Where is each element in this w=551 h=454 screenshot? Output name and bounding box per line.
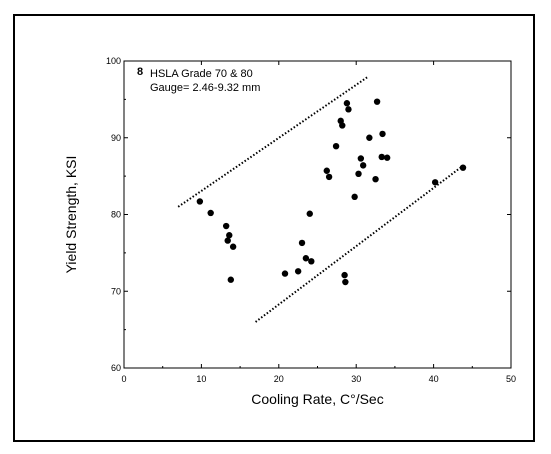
- data-point: [207, 209, 214, 217]
- data-point: [222, 222, 230, 230]
- data-point: [355, 170, 362, 178]
- data-point: [224, 237, 231, 244]
- reference-lines: [177, 75, 466, 323]
- scatter-chart: 0 10 20 30 40 50 60 70 80 90 100 8 HSLA Grade 70 &…: [63, 56, 516, 407]
- data-point: [378, 153, 385, 161]
- data-point: [345, 106, 352, 113]
- plot-border: [123, 60, 512, 369]
- x-tick-label: 40: [429, 374, 439, 384]
- data-point: [325, 173, 333, 181]
- y-tick-label: 90: [111, 133, 121, 143]
- x-tick-label: 50: [506, 374, 516, 384]
- data-point: [341, 271, 348, 279]
- data-point: [372, 175, 379, 183]
- data-point: [379, 130, 386, 138]
- data-point: [227, 276, 235, 283]
- x-axis-label: Cooling Rate, C°/Sec: [251, 391, 383, 407]
- data-point: [332, 142, 340, 150]
- x-tick-label: 0: [121, 374, 126, 384]
- data-point: [351, 193, 358, 201]
- data-point: [459, 164, 467, 171]
- data-point: [431, 179, 439, 186]
- data-point: [298, 239, 306, 247]
- data-point: [306, 210, 313, 217]
- data-point: [339, 122, 346, 129]
- bound-line: [254, 163, 466, 323]
- x-tick-label: 20: [274, 374, 284, 384]
- y-tick-label: 70: [111, 286, 121, 296]
- data-point: [281, 270, 289, 277]
- y-tick-label: 60: [111, 363, 121, 373]
- data-point: [323, 167, 330, 174]
- data-point: [294, 268, 302, 275]
- data-point: [343, 100, 351, 107]
- annotation-line-1: HSLA Grade 70 & 80: [150, 68, 253, 80]
- y-axis-label: Yield Strength, KSI: [63, 156, 79, 274]
- data-point: [302, 255, 310, 262]
- data-point: [366, 134, 373, 141]
- chart-frame: 0 10 20 30 40 50 60 70 80 90 100 8 HSLA Grade 70 &…: [13, 14, 535, 442]
- x-tick-label: 10: [196, 374, 206, 384]
- panel-label: 8: [137, 66, 143, 78]
- annotation-line-2: Gauge= 2.46-9.32 mm: [150, 82, 260, 94]
- data-point: [308, 258, 315, 265]
- data-point: [342, 278, 349, 286]
- data-point: [226, 232, 233, 239]
- tick-labels: 0 10 20 30 40 50 60 70 80 90 100: [106, 56, 516, 384]
- y-tick-label: 100: [106, 56, 121, 66]
- axes: [123, 60, 512, 369]
- data-point: [196, 198, 204, 205]
- data-point: [359, 162, 367, 169]
- x-tick-label: 30: [351, 374, 361, 384]
- data-points: [196, 98, 467, 286]
- data-point: [229, 243, 237, 250]
- data-point: [357, 155, 365, 162]
- data-point: [383, 154, 391, 161]
- data-point: [373, 98, 381, 105]
- bound-line: [177, 75, 370, 208]
- y-tick-label: 80: [111, 210, 121, 220]
